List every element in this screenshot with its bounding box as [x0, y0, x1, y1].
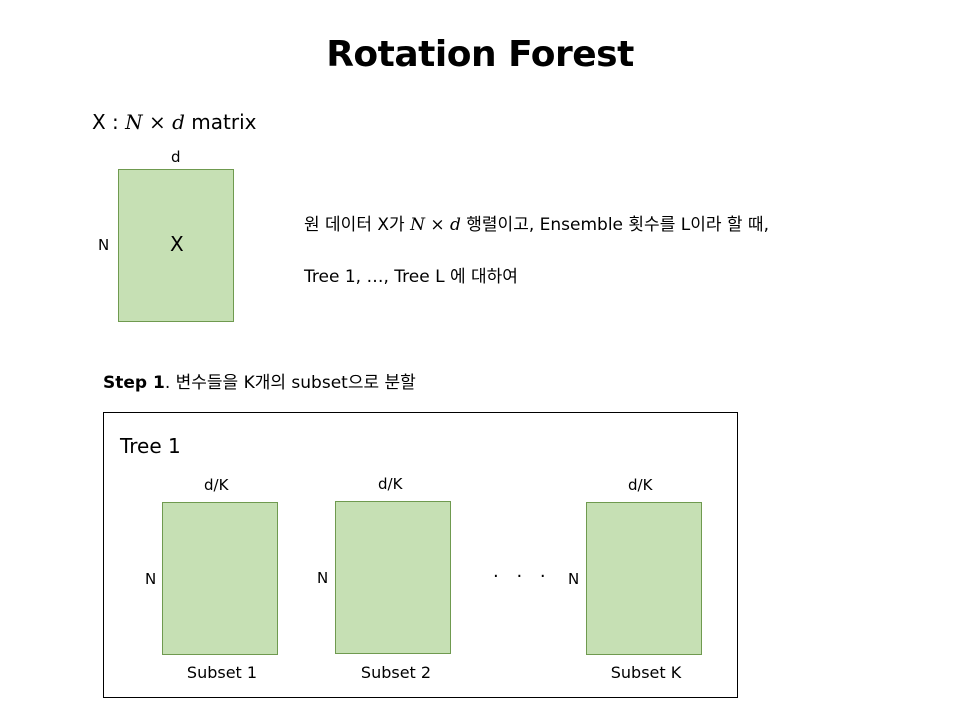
tree-frame [103, 412, 738, 698]
subset-k-box [586, 502, 702, 655]
tree-label: Tree 1 [120, 434, 181, 458]
main-matrix-top-label: d [171, 148, 181, 166]
subset-k-left-label: N [568, 570, 580, 588]
subset-2-top-label: d/K [378, 475, 403, 493]
subset-k-bottom-label: Subset K [610, 663, 682, 682]
subset-k-top-label: d/K [628, 476, 653, 494]
subset-2-box [335, 501, 451, 654]
matrix-def-formula: N × d [125, 110, 185, 134]
step-heading-bold: Step 1 [103, 373, 165, 393]
subset-1-top-label: d/K [204, 476, 229, 494]
description-line-1-part-1: 원 데이터 X가 [304, 215, 411, 235]
step-heading: Step 1. 변수들을 K개의 subset으로 분할 [103, 368, 416, 393]
subset-1-left-label: N [145, 570, 157, 588]
description-line-1-formula: N × d [410, 215, 461, 235]
description-line-2: Tree 1, …, Tree L 에 대하여 [304, 267, 518, 287]
matrix-def-suffix: matrix [184, 110, 257, 134]
subset-1-bottom-label: Subset 1 [186, 663, 258, 682]
description-line-1: 원 데이터 X가 N × d 행렬이고, Ensemble 횟수를 L이라 할 … [304, 210, 769, 235]
subset-ellipsis: · · · [493, 566, 552, 587]
page-title: Rotation Forest [326, 34, 634, 75]
matrix-definition: X : N × d matrix [92, 110, 257, 134]
main-matrix-left-label: N [98, 236, 110, 254]
step-heading-text: . 변수들을 K개의 subset으로 분할 [164, 373, 416, 393]
subset-1-box [162, 502, 278, 655]
subset-2-left-label: N [317, 569, 329, 587]
main-matrix-center-label: X [170, 232, 184, 256]
subset-2-bottom-label: Subset 2 [360, 663, 432, 682]
matrix-def-prefix: X : [92, 110, 126, 134]
main-matrix-box [118, 169, 234, 322]
description-line-1-part-2: 행렬이고, Ensemble 횟수를 L이라 할 때, [460, 215, 769, 235]
